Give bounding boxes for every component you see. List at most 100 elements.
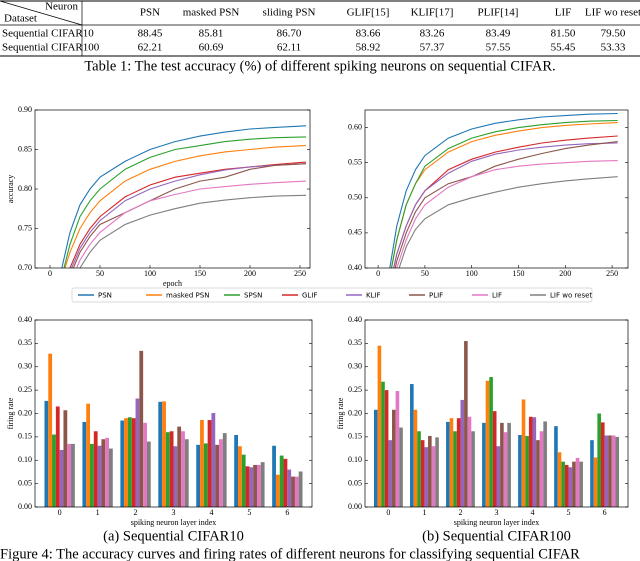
legend-box	[71, 287, 593, 303]
bar	[59, 449, 64, 507]
x-tick-label: 2	[458, 508, 462, 517]
y-tick-label: 0.20	[18, 408, 32, 417]
legend-label: KLIF	[366, 292, 381, 300]
bar	[48, 353, 53, 507]
bar	[543, 421, 547, 507]
y-tick-label: 0.55	[348, 157, 362, 166]
y-tick-label: 0.40	[18, 315, 32, 324]
bar	[97, 445, 102, 507]
y-tick-label: 0.10	[18, 455, 32, 464]
bar	[120, 420, 125, 507]
bar	[593, 457, 598, 507]
x-tick-label: 5	[247, 508, 251, 517]
legend-label: masked PSN	[166, 292, 209, 300]
y-tick-label: 0.15	[18, 432, 32, 441]
bar	[165, 432, 170, 507]
bar	[554, 426, 558, 507]
y-tick-label: 0.45	[348, 228, 362, 237]
cell: 55.45	[551, 42, 576, 54]
x-tick-label: 0	[376, 269, 380, 278]
bar	[256, 464, 261, 507]
plot-area	[44, 350, 303, 507]
accuracy-curve	[389, 112, 618, 268]
bar	[568, 467, 573, 507]
bar	[211, 413, 216, 507]
bar	[410, 384, 414, 507]
bar	[496, 446, 501, 507]
x-tick-label: 200	[244, 269, 256, 278]
y-tick-label: 0.60	[348, 122, 362, 131]
x-tick-label: 50	[96, 269, 104, 278]
bar	[71, 443, 75, 507]
bar	[611, 435, 616, 507]
bar	[600, 422, 605, 507]
bar	[93, 431, 98, 507]
plot-frame	[34, 319, 313, 508]
bar	[287, 469, 292, 507]
bar	[507, 422, 511, 507]
column-header: KLIF[17]	[411, 7, 454, 19]
bar	[135, 398, 140, 507]
bar	[604, 435, 609, 507]
bar	[471, 431, 475, 507]
plot-area	[389, 112, 618, 268]
x-tick-label: 0	[386, 508, 390, 517]
bar	[108, 448, 113, 507]
accuracy-curve	[76, 180, 307, 268]
bar	[456, 418, 461, 507]
x-tick-label: 6	[603, 508, 607, 517]
y-tick-label: 0.00	[18, 502, 32, 511]
legend-label: PSN	[98, 292, 112, 300]
accuracy-curve	[390, 119, 618, 268]
bar	[557, 452, 562, 507]
bar	[291, 476, 295, 507]
bar	[177, 426, 182, 507]
bar	[417, 431, 421, 507]
y-tick-label: 0.35	[18, 338, 32, 347]
bar	[564, 464, 569, 507]
bar	[101, 439, 106, 507]
bar	[489, 377, 493, 507]
bar	[532, 417, 537, 507]
y-tick-label: 0.70	[18, 263, 32, 272]
y-tick-label: 0.30	[348, 362, 362, 371]
y-tick-label: 0.00	[348, 502, 362, 511]
bar	[124, 418, 128, 507]
bar	[377, 345, 382, 507]
y-tick-label: 0.50	[348, 193, 362, 202]
x-tick-label: 50	[421, 269, 429, 278]
bar	[424, 447, 429, 507]
cell: 62.21	[138, 42, 163, 54]
bar	[374, 409, 378, 507]
bar	[105, 437, 109, 507]
bar	[131, 418, 136, 507]
bar	[169, 431, 174, 507]
figure-caption: Figure 4: The accuracy curves and firing…	[0, 546, 580, 561]
accuracy-curve	[398, 176, 618, 268]
bar	[146, 441, 151, 507]
x-tick-label: 3	[172, 508, 176, 517]
bar	[431, 446, 436, 507]
bar	[249, 467, 254, 507]
bar	[44, 400, 49, 507]
bar	[173, 446, 178, 507]
bar	[298, 471, 303, 507]
legend-label: GLIF	[302, 292, 317, 300]
diagonal	[0, 0, 83, 26]
bar	[222, 433, 227, 507]
bar	[181, 431, 185, 507]
bar	[590, 440, 594, 507]
y-tick-label: 0.05	[18, 478, 32, 487]
cell: 79.50	[601, 28, 626, 40]
plot-frame	[364, 319, 629, 508]
x-tick-label: 2	[134, 508, 138, 517]
cell: 57.55	[486, 42, 511, 54]
bar	[597, 413, 601, 507]
bar	[395, 391, 400, 507]
cell: 81.50	[551, 28, 576, 40]
bar	[82, 421, 87, 507]
bar	[420, 440, 425, 507]
column-header: PLIF[14]	[478, 7, 519, 19]
cell: 58.92	[356, 42, 381, 54]
plot-area	[374, 341, 619, 507]
